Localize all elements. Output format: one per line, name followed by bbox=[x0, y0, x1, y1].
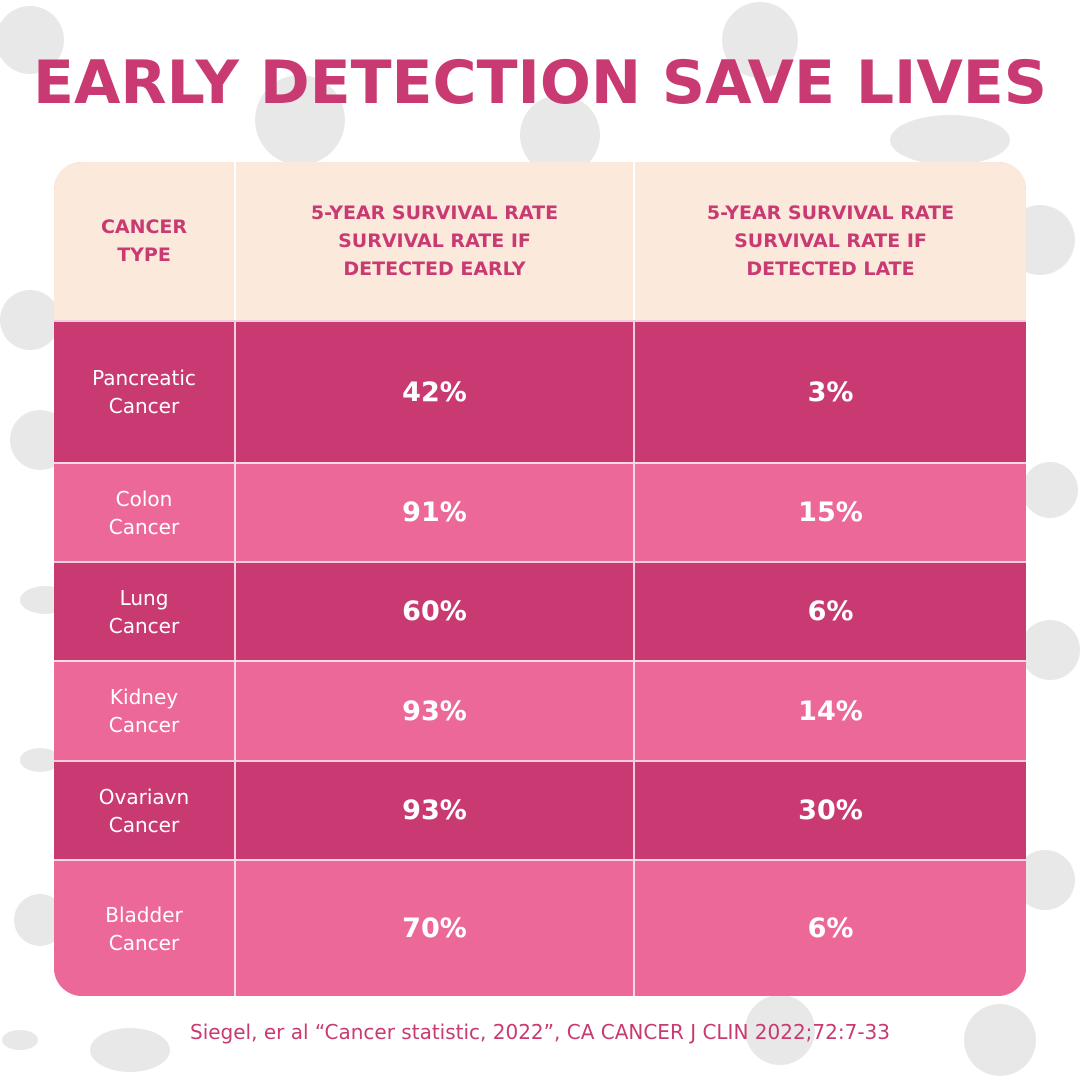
early-rate-cell: 42% bbox=[234, 322, 633, 462]
table-row: Kidney Cancer 93% 14% bbox=[54, 660, 1026, 760]
source-citation: Siegel, er al “Cancer statistic, 2022”, … bbox=[190, 1020, 890, 1044]
survival-rate-table: CANCER TYPE 5-YEAR SURVIVAL RATE SURVIVA… bbox=[54, 162, 1026, 996]
late-rate-cell: 30% bbox=[633, 762, 1026, 859]
table-row: Lung Cancer 60% 6% bbox=[54, 561, 1026, 660]
cancer-type-cell: Colon Cancer bbox=[54, 464, 234, 561]
table-row: Bladder Cancer 70% 6% bbox=[54, 859, 1026, 996]
cancer-type-label: Ovariavn Cancer bbox=[98, 784, 190, 837]
cancer-type-cell: Bladder Cancer bbox=[54, 861, 234, 996]
early-rate-cell: 91% bbox=[234, 464, 633, 561]
table-row: Colon Cancer 91% 15% bbox=[54, 462, 1026, 561]
early-rate-cell: 70% bbox=[234, 861, 633, 996]
header-late: 5-YEAR SURVIVAL RATE SURVIVAL RATE IF DE… bbox=[633, 162, 1026, 320]
late-rate-cell: 6% bbox=[633, 861, 1026, 996]
table-header-row: CANCER TYPE 5-YEAR SURVIVAL RATE SURVIVA… bbox=[54, 162, 1026, 320]
cancer-type-cell: Lung Cancer bbox=[54, 563, 234, 660]
cancer-type-label: Colon Cancer bbox=[108, 486, 180, 539]
late-rate-cell: 15% bbox=[633, 464, 1026, 561]
page-title: EARLY DETECTION SAVE LIVES bbox=[32, 48, 1048, 118]
header-cancer-type: CANCER TYPE bbox=[54, 162, 234, 320]
early-rate-cell: 93% bbox=[234, 662, 633, 760]
early-rate-cell: 60% bbox=[234, 563, 633, 660]
late-rate-cell: 6% bbox=[633, 563, 1026, 660]
cancer-type-label: Lung Cancer bbox=[108, 585, 180, 638]
early-rate-cell: 93% bbox=[234, 762, 633, 859]
late-rate-cell: 3% bbox=[633, 322, 1026, 462]
cancer-type-cell: Pancreatic Cancer bbox=[54, 322, 234, 462]
cancer-type-cell: Kidney Cancer bbox=[54, 662, 234, 760]
header-late-text: 5-YEAR SURVIVAL RATE SURVIVAL RATE IF DE… bbox=[706, 202, 955, 280]
cancer-type-label: Kidney Cancer bbox=[108, 685, 180, 737]
late-rate-cell: 14% bbox=[633, 662, 1026, 760]
cancer-type-label: Pancreatic Cancer bbox=[92, 366, 196, 418]
table-row: Pancreatic Cancer 42% 3% bbox=[54, 320, 1026, 462]
cancer-type-label: Bladder Cancer bbox=[105, 902, 183, 955]
cancer-type-cell: Ovariavn Cancer bbox=[54, 762, 234, 859]
header-early: 5-YEAR SURVIVAL RATE SURVIVAL RATE IF DE… bbox=[234, 162, 633, 320]
header-cancer-type-text: CANCER TYPE bbox=[100, 216, 188, 266]
table-row: Ovariavn Cancer 93% 30% bbox=[54, 760, 1026, 859]
header-early-text: 5-YEAR SURVIVAL RATE SURVIVAL RATE IF DE… bbox=[310, 202, 559, 280]
